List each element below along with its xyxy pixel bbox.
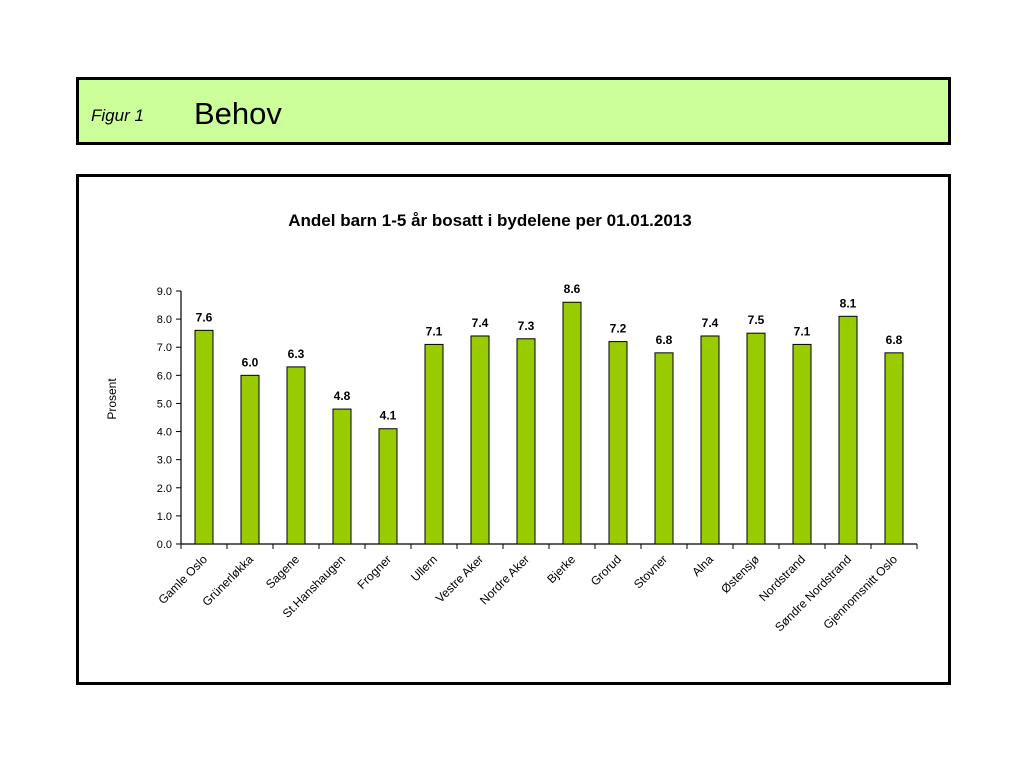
bar <box>792 343 812 545</box>
y-tick-label: 9.0 <box>157 286 172 298</box>
bar-value-label: 8.1 <box>840 296 857 310</box>
x-category-label: Nordre Aker <box>477 552 532 607</box>
bar <box>516 338 536 545</box>
bar-value-label: 7.3 <box>518 319 535 333</box>
y-tick-label: 5.0 <box>157 398 172 410</box>
y-tick-label: 8.0 <box>157 314 172 326</box>
chart-title: Andel barn 1-5 år bosatt i bydelene per … <box>288 211 691 230</box>
y-tick-label: 0.0 <box>157 539 172 551</box>
y-tick-label: 4.0 <box>157 427 172 439</box>
bar-value-label: 7.4 <box>702 316 719 330</box>
bar-value-label: 7.5 <box>748 313 765 327</box>
bar <box>240 374 260 545</box>
x-category-label: Østensjø <box>718 552 762 596</box>
bar-value-label: 7.1 <box>426 324 443 338</box>
bar <box>608 341 628 545</box>
bar <box>746 332 766 545</box>
bar <box>286 366 306 545</box>
bar-value-label: 7.1 <box>794 324 811 338</box>
bar <box>470 335 490 545</box>
x-category-label: Bjerke <box>544 552 578 586</box>
figure-label: Figur 1 <box>91 106 144 125</box>
bar-value-label: 7.2 <box>610 322 627 336</box>
bar <box>332 408 352 545</box>
bar <box>654 352 674 545</box>
bar-value-label: 8.6 <box>564 282 581 296</box>
bar <box>700 335 720 545</box>
bar <box>194 329 214 545</box>
bar-value-label: 4.8 <box>334 389 351 403</box>
figure-title: Behov <box>194 96 282 131</box>
bar-value-label: 6.0 <box>242 355 259 369</box>
x-category-label: Ullern <box>408 552 440 584</box>
x-category-label: Sagene <box>263 552 302 591</box>
x-category-label: Grorud <box>588 552 624 588</box>
y-tick-label: 2.0 <box>157 483 172 495</box>
bar-chart: Andel barn 1-5 år bosatt i bydelene per … <box>105 211 918 634</box>
x-category-label: Frogner <box>355 552 395 592</box>
y-tick-label: 7.0 <box>157 342 172 354</box>
chart-panel: Andel barn 1-5 år bosatt i bydelene per … <box>76 174 951 685</box>
y-tick-label: 3.0 <box>157 455 172 467</box>
bar <box>838 315 858 545</box>
bar <box>378 428 398 545</box>
x-category-label: Søndre Nordstrand <box>772 552 854 634</box>
bar-value-label: 7.6 <box>196 310 213 324</box>
y-tick-label: 1.0 <box>157 511 172 523</box>
bar <box>562 301 582 545</box>
bar-value-label: 7.4 <box>472 316 489 330</box>
x-category-label: Stovner <box>631 552 670 591</box>
bar <box>884 352 904 545</box>
x-category-label: Alna <box>689 552 716 579</box>
bar-value-label: 6.8 <box>656 333 673 347</box>
y-axis-label: Prosent <box>105 378 119 420</box>
bar <box>424 343 444 545</box>
bar-value-label: 4.1 <box>380 409 397 423</box>
bar-value-label: 6.3 <box>288 347 305 361</box>
figure-header: Figur 1 Behov <box>76 77 951 145</box>
bar-value-label: 6.8 <box>886 333 903 347</box>
y-tick-label: 6.0 <box>157 370 172 382</box>
